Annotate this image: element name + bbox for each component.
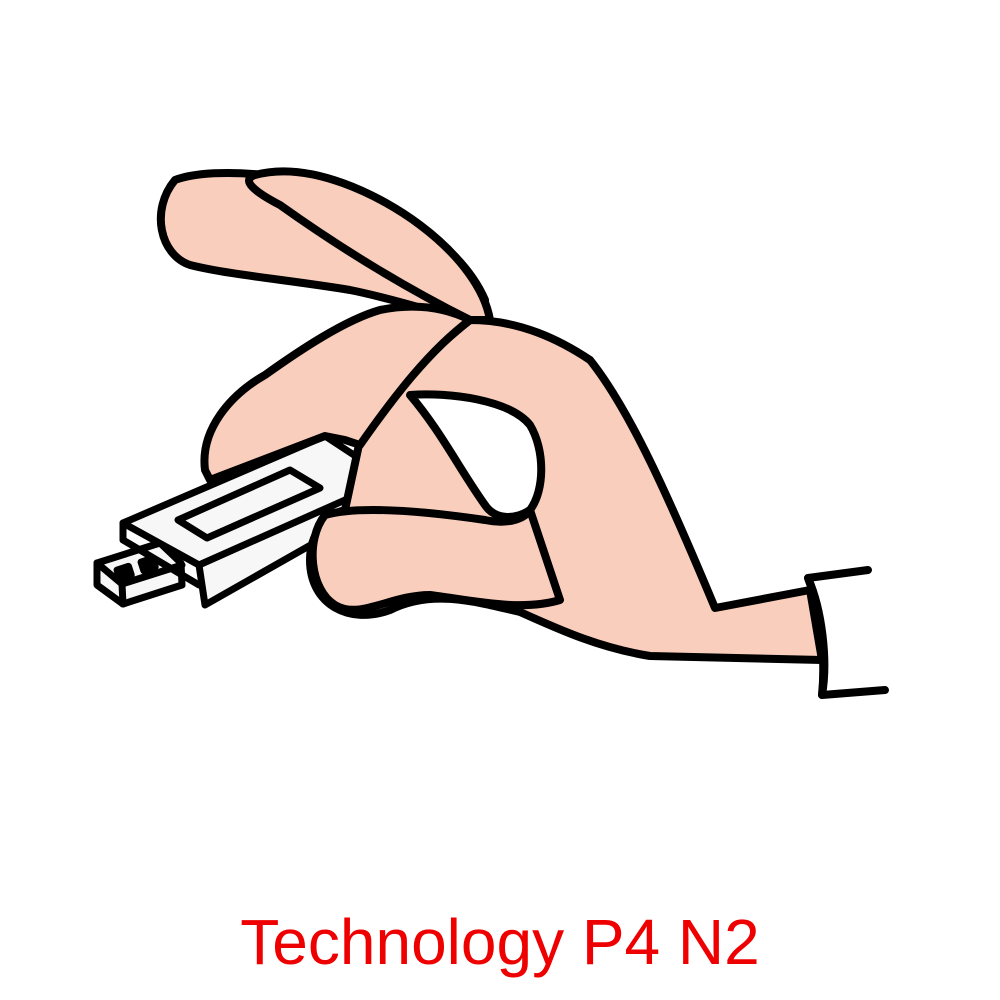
sleeve-edge xyxy=(804,574,828,699)
usb-contact-hole xyxy=(137,554,159,575)
curled-finger xyxy=(308,506,564,614)
caption-text: Technology P4 N2 xyxy=(240,906,760,978)
usb-connector-front xyxy=(93,559,186,608)
thumb xyxy=(200,302,474,484)
hand-icon xyxy=(156,167,889,699)
usb-contact-hole xyxy=(113,562,135,583)
usb-label-recess xyxy=(174,466,324,542)
